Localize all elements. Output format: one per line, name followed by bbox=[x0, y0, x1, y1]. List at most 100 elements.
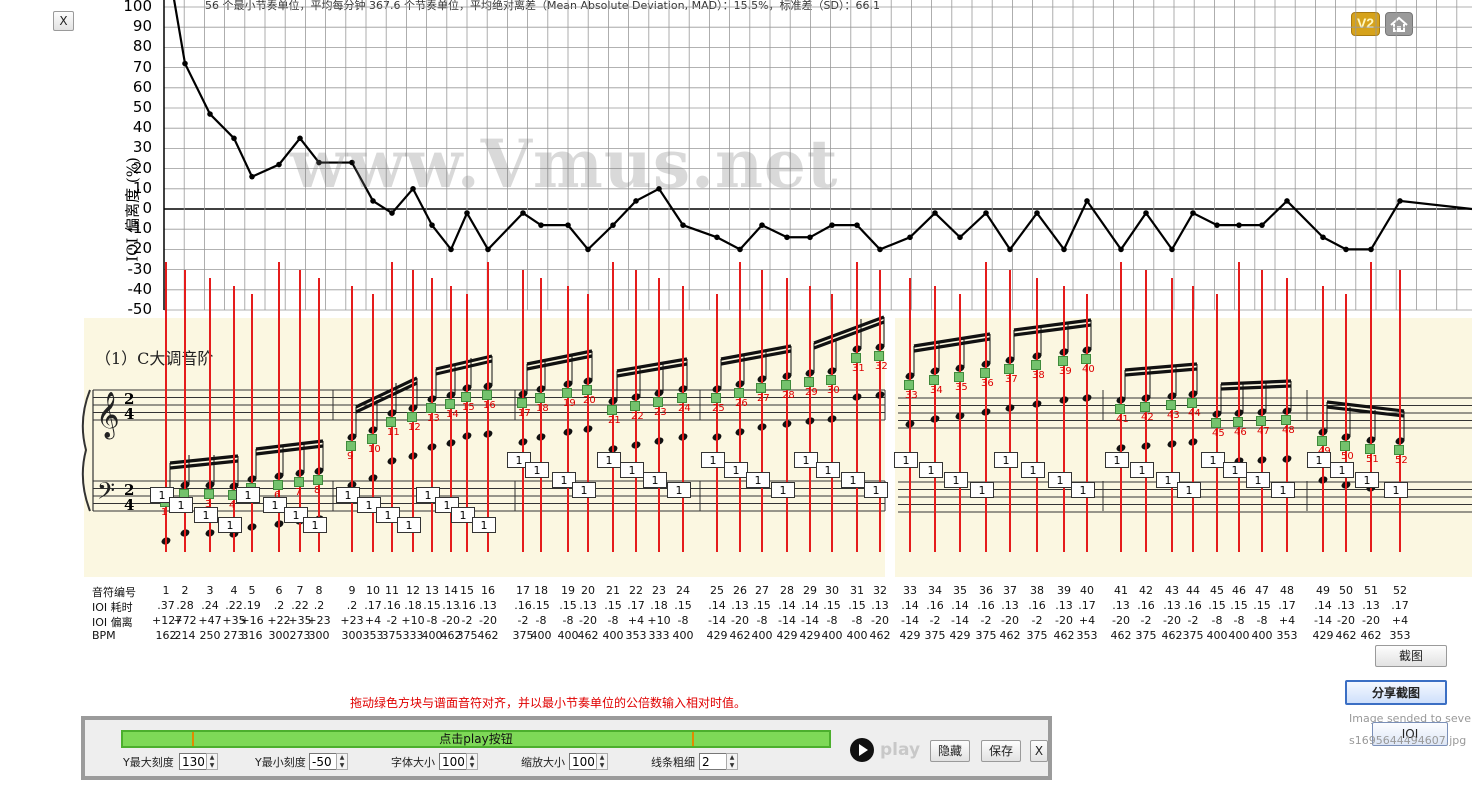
relative-duration-input[interactable]: 1 bbox=[150, 487, 174, 503]
green-drag-handle[interactable] bbox=[980, 368, 990, 378]
relative-duration-input[interactable]: 1 bbox=[525, 462, 549, 478]
note-marker-line[interactable] bbox=[809, 286, 811, 552]
relative-duration-input[interactable]: 1 bbox=[1246, 472, 1270, 488]
line-width-input[interactable]: 2 bbox=[699, 753, 727, 770]
green-drag-handle[interactable] bbox=[904, 380, 914, 390]
hide-button[interactable]: 隐藏 bbox=[930, 740, 970, 762]
relative-duration-input[interactable]: 1 bbox=[1048, 472, 1072, 488]
green-drag-handle[interactable] bbox=[1256, 416, 1266, 426]
note-marker-line[interactable] bbox=[856, 262, 858, 552]
progress-marker-end[interactable] bbox=[692, 732, 694, 746]
green-drag-handle[interactable] bbox=[204, 489, 214, 499]
green-drag-handle[interactable] bbox=[1365, 444, 1375, 454]
relative-duration-input[interactable]: 1 bbox=[303, 517, 327, 533]
play-icon[interactable] bbox=[850, 738, 874, 762]
font-size-input[interactable]: 100 bbox=[439, 753, 467, 770]
green-drag-handle[interactable] bbox=[630, 401, 640, 411]
relative-duration-input[interactable]: 1 bbox=[284, 507, 308, 523]
relative-duration-input[interactable]: 1 bbox=[236, 487, 260, 503]
green-drag-handle[interactable] bbox=[929, 375, 939, 385]
green-drag-handle[interactable] bbox=[1004, 364, 1014, 374]
relative-duration-input[interactable]: 1 bbox=[169, 497, 193, 513]
play-label[interactable]: play bbox=[880, 740, 921, 760]
relative-duration-input[interactable]: 1 bbox=[1130, 462, 1154, 478]
note-marker-line[interactable] bbox=[431, 278, 433, 552]
relative-duration-input[interactable]: 1 bbox=[1307, 452, 1331, 468]
relative-duration-input[interactable]: 1 bbox=[376, 507, 400, 523]
note-marker-line[interactable] bbox=[1063, 286, 1065, 552]
note-marker-line[interactable] bbox=[879, 270, 881, 552]
green-drag-handle[interactable] bbox=[1187, 398, 1197, 408]
relative-duration-input[interactable]: 1 bbox=[667, 482, 691, 498]
green-drag-handle[interactable] bbox=[1340, 441, 1350, 451]
y-min-stepper[interactable]: ▲ ▼ bbox=[336, 753, 348, 770]
relative-duration-input[interactable]: 1 bbox=[572, 482, 596, 498]
green-drag-handle[interactable] bbox=[826, 375, 836, 385]
relative-duration-input[interactable]: 1 bbox=[944, 472, 968, 488]
relative-duration-input[interactable]: 1 bbox=[552, 472, 576, 488]
note-marker-line[interactable] bbox=[739, 262, 741, 552]
note-marker-line[interactable] bbox=[761, 270, 763, 552]
green-drag-handle[interactable] bbox=[1031, 360, 1041, 370]
note-marker-line[interactable] bbox=[540, 278, 542, 552]
note-marker-line[interactable] bbox=[251, 294, 253, 552]
relative-duration-input[interactable]: 1 bbox=[620, 462, 644, 478]
note-marker-line[interactable] bbox=[1370, 262, 1372, 552]
note-marker-line[interactable] bbox=[831, 294, 833, 552]
green-drag-handle[interactable] bbox=[1211, 418, 1221, 428]
note-marker-line[interactable] bbox=[1345, 294, 1347, 552]
relative-duration-input[interactable]: 1 bbox=[218, 517, 242, 533]
note-marker-line[interactable] bbox=[351, 286, 353, 552]
green-drag-handle[interactable] bbox=[535, 393, 545, 403]
note-marker-line[interactable] bbox=[412, 270, 414, 552]
green-drag-handle[interactable] bbox=[1233, 417, 1243, 427]
note-marker-line[interactable] bbox=[909, 278, 911, 552]
note-marker-line[interactable] bbox=[1399, 270, 1401, 552]
relative-duration-input[interactable]: 1 bbox=[1330, 462, 1354, 478]
note-marker-line[interactable] bbox=[372, 294, 374, 552]
green-drag-handle[interactable] bbox=[294, 477, 304, 487]
note-marker-line[interactable] bbox=[278, 262, 280, 552]
green-drag-handle[interactable] bbox=[517, 398, 527, 408]
relative-duration-input[interactable]: 1 bbox=[794, 452, 818, 468]
close-window-button[interactable]: X bbox=[53, 11, 74, 31]
green-drag-handle[interactable] bbox=[607, 405, 617, 415]
relative-duration-input[interactable]: 1 bbox=[1271, 482, 1295, 498]
green-drag-handle[interactable] bbox=[653, 397, 663, 407]
relative-duration-input[interactable]: 1 bbox=[357, 497, 381, 513]
green-drag-handle[interactable] bbox=[756, 383, 766, 393]
green-drag-handle[interactable] bbox=[1394, 445, 1404, 455]
relative-duration-input[interactable]: 1 bbox=[771, 482, 795, 498]
relative-duration-input[interactable]: 1 bbox=[1156, 472, 1180, 488]
green-drag-handle[interactable] bbox=[273, 480, 283, 490]
note-marker-line[interactable] bbox=[466, 294, 468, 552]
note-marker-line[interactable] bbox=[522, 270, 524, 552]
green-drag-handle[interactable] bbox=[313, 475, 323, 485]
relative-duration-input[interactable]: 1 bbox=[1071, 482, 1095, 498]
relative-duration-input[interactable]: 1 bbox=[263, 497, 287, 513]
note-marker-line[interactable] bbox=[786, 278, 788, 552]
green-drag-handle[interactable] bbox=[1058, 356, 1068, 366]
panel-close-button[interactable]: X bbox=[1030, 740, 1048, 762]
note-marker-line[interactable] bbox=[209, 278, 211, 552]
green-drag-handle[interactable] bbox=[1281, 415, 1291, 425]
zoom-stepper[interactable]: ▲ ▼ bbox=[596, 753, 608, 770]
note-marker-line[interactable] bbox=[985, 262, 987, 552]
note-marker-line[interactable] bbox=[1086, 294, 1088, 552]
ioi-button[interactable]: IOI bbox=[1372, 722, 1448, 746]
green-drag-handle[interactable] bbox=[851, 353, 861, 363]
save-button[interactable]: 保存 bbox=[981, 740, 1021, 762]
note-marker-line[interactable] bbox=[165, 262, 167, 552]
relative-duration-input[interactable]: 1 bbox=[816, 462, 840, 478]
note-marker-line[interactable] bbox=[959, 294, 961, 552]
relative-duration-input[interactable]: 1 bbox=[1105, 452, 1129, 468]
relative-duration-input[interactable]: 1 bbox=[1223, 462, 1247, 478]
note-marker-line[interactable] bbox=[1009, 270, 1011, 552]
note-marker-line[interactable] bbox=[716, 294, 718, 552]
line-width-stepper[interactable]: ▲ ▼ bbox=[726, 753, 738, 770]
note-marker-line[interactable] bbox=[682, 286, 684, 552]
y-max-stepper[interactable]: ▲ ▼ bbox=[206, 753, 218, 770]
note-marker-line[interactable] bbox=[299, 270, 301, 552]
relative-duration-input[interactable]: 1 bbox=[597, 452, 621, 468]
note-marker-line[interactable] bbox=[487, 262, 489, 552]
